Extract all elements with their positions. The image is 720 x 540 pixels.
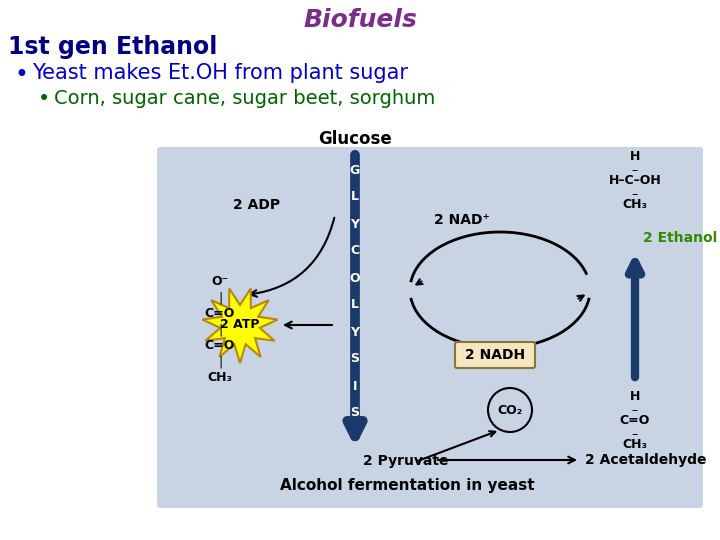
Text: C=O: C=O xyxy=(620,414,650,427)
FancyArrowPatch shape xyxy=(285,322,332,328)
FancyBboxPatch shape xyxy=(455,342,535,368)
Text: 1st gen Ethanol: 1st gen Ethanol xyxy=(8,35,217,59)
Text: 2 Ethanol: 2 Ethanol xyxy=(643,231,717,245)
Text: |: | xyxy=(218,291,222,304)
Text: C=O: C=O xyxy=(204,339,235,352)
Text: –: – xyxy=(632,188,638,201)
Text: L: L xyxy=(351,299,359,312)
Text: CH₃: CH₃ xyxy=(207,371,233,384)
Text: 2 Pyruvate: 2 Pyruvate xyxy=(363,454,449,468)
Text: O: O xyxy=(350,272,360,285)
Text: –: – xyxy=(632,428,638,441)
Text: Glucose: Glucose xyxy=(318,130,392,148)
Text: 2 ATP: 2 ATP xyxy=(220,319,260,332)
Text: Corn, sugar cane, sugar beet, sorghum: Corn, sugar cane, sugar beet, sorghum xyxy=(54,89,436,108)
Text: H: H xyxy=(630,150,640,163)
Circle shape xyxy=(488,388,532,432)
Text: 2 NAD⁺: 2 NAD⁺ xyxy=(434,213,490,227)
Text: C=O: C=O xyxy=(204,307,235,320)
Text: •: • xyxy=(14,63,28,87)
Text: 2 ADP: 2 ADP xyxy=(233,198,280,212)
Text: 2 Acetaldehyde: 2 Acetaldehyde xyxy=(585,453,706,467)
Text: H–C–OH: H–C–OH xyxy=(608,174,662,187)
Text: S: S xyxy=(351,407,359,420)
Polygon shape xyxy=(202,288,278,363)
Text: |: | xyxy=(218,323,222,336)
Text: Yeast makes Et.OH from plant sugar: Yeast makes Et.OH from plant sugar xyxy=(32,63,408,83)
Text: 2 NADH: 2 NADH xyxy=(465,348,525,362)
Text: •: • xyxy=(38,89,50,109)
Text: |: | xyxy=(218,355,222,368)
Text: H: H xyxy=(630,390,640,403)
Text: Y: Y xyxy=(351,326,359,339)
Text: G: G xyxy=(350,164,360,177)
Text: S: S xyxy=(351,353,359,366)
Text: CH₃: CH₃ xyxy=(623,438,647,451)
Text: Alcohol fermentation in yeast: Alcohol fermentation in yeast xyxy=(280,478,535,493)
Text: Biofuels: Biofuels xyxy=(303,8,417,32)
Text: CH₃: CH₃ xyxy=(623,198,647,211)
FancyArrowPatch shape xyxy=(250,218,334,297)
Text: O⁻: O⁻ xyxy=(212,275,229,288)
FancyBboxPatch shape xyxy=(157,147,703,508)
Text: I: I xyxy=(353,380,357,393)
Text: Y: Y xyxy=(351,218,359,231)
Text: –: – xyxy=(632,404,638,417)
Text: CO₂: CO₂ xyxy=(498,403,523,416)
Text: C: C xyxy=(351,245,359,258)
Text: –: – xyxy=(632,164,638,177)
Text: L: L xyxy=(351,191,359,204)
